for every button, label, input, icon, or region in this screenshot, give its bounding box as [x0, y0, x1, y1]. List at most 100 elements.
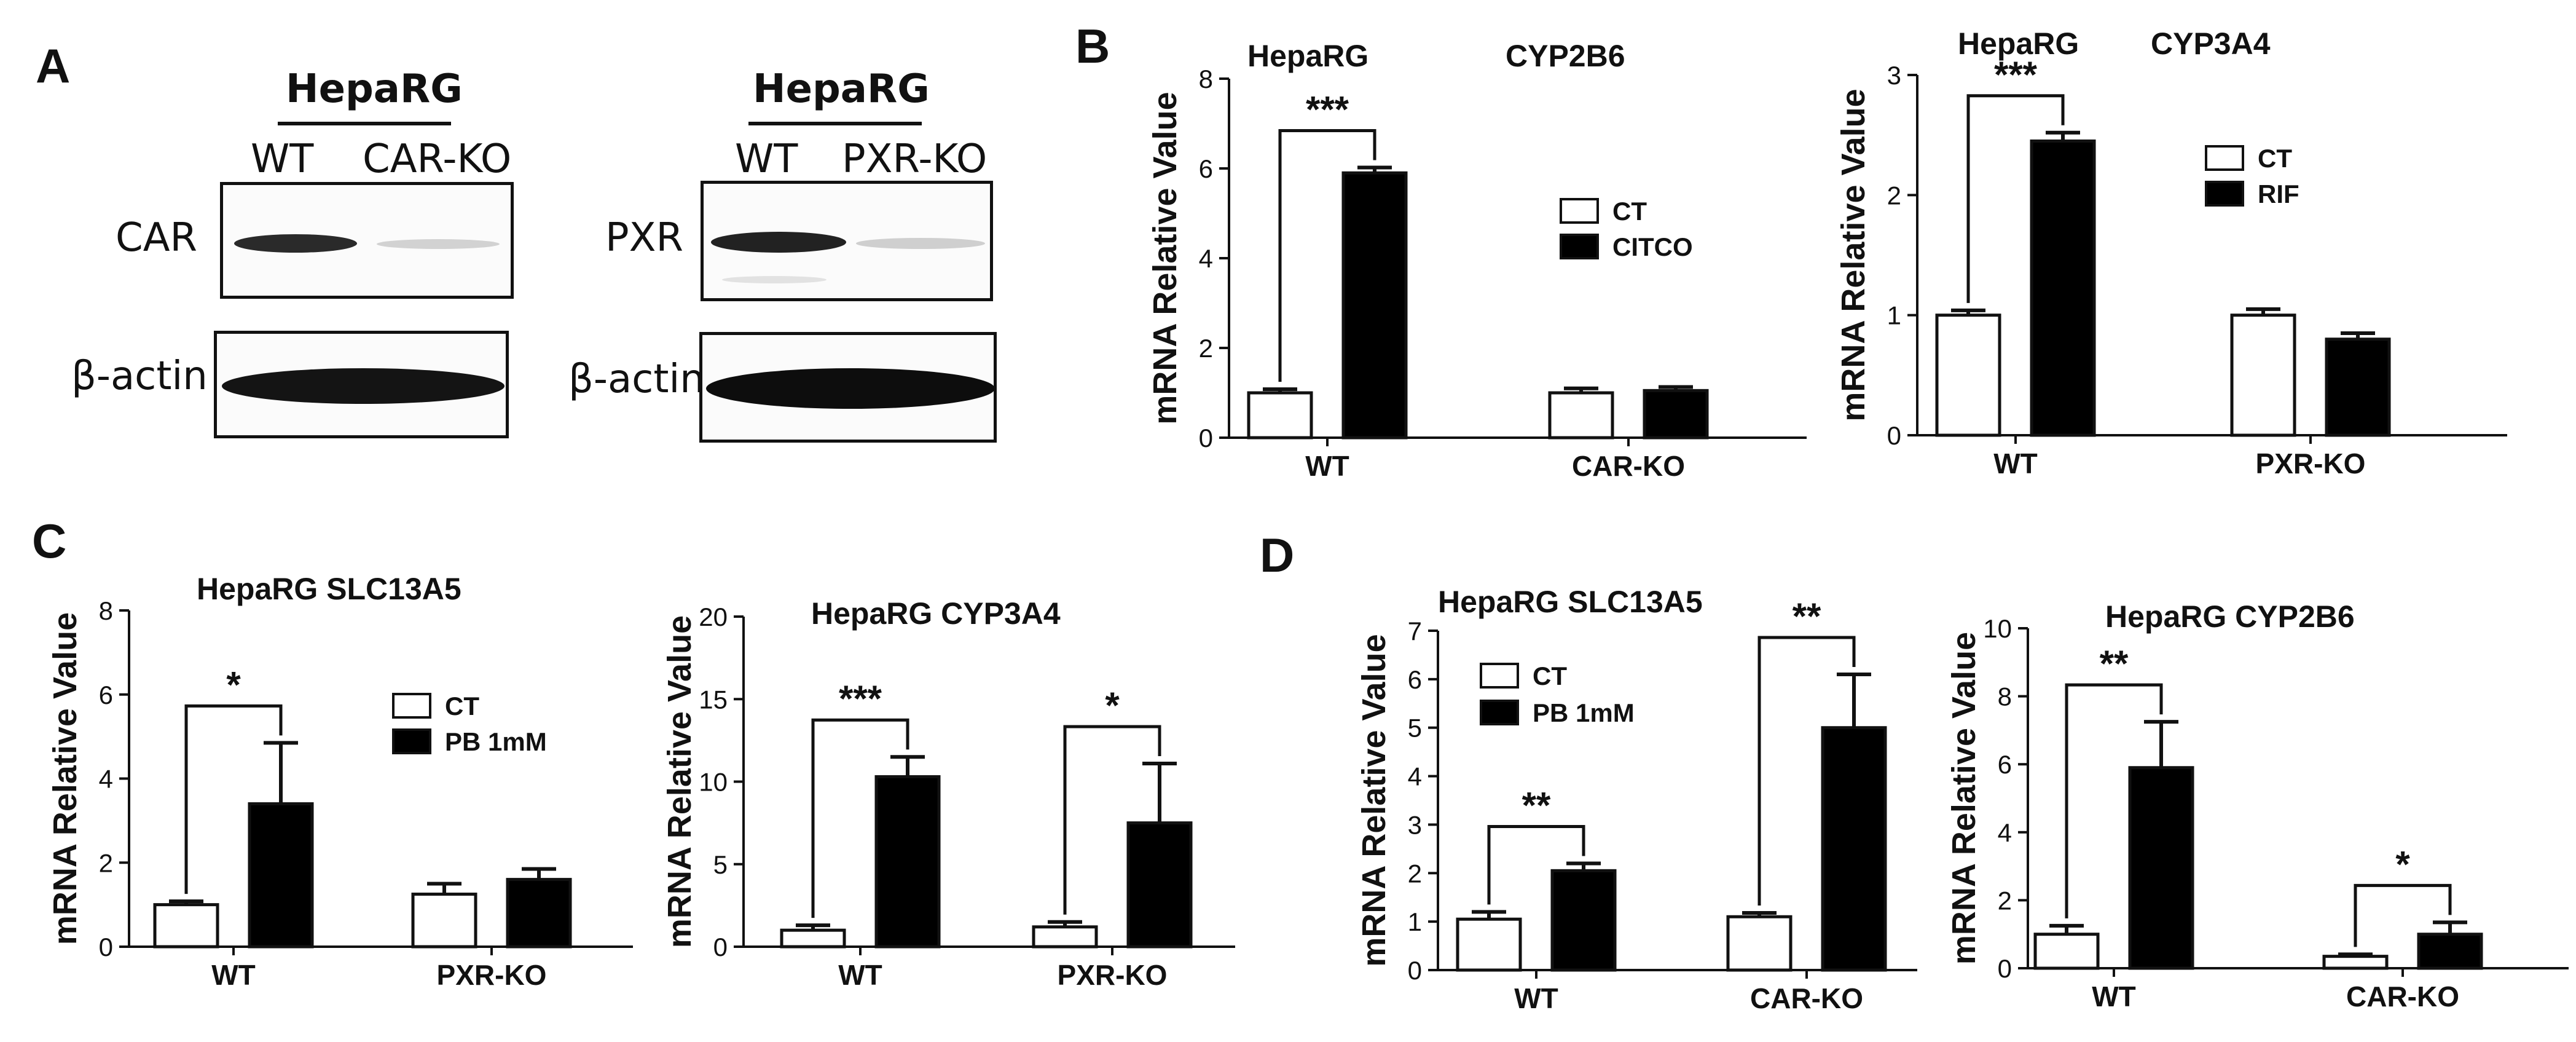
y-axis-label: mRNA Relative Value [1356, 634, 1392, 966]
legend-swatch [2205, 181, 2244, 207]
blot-membrane-target [220, 182, 514, 299]
y-axis-label: mRNA Relative Value [1835, 89, 1872, 421]
bar-chart-cyp3a4-rif: HepaRG CYP3A4 0 1 2 3 mRNA Relative Value WT PXR… [1835, 26, 2507, 480]
significance-label: * [2395, 843, 2410, 885]
legend-swatch [1560, 234, 1599, 259]
chart-title: HepaRG SLC13A5 [197, 572, 461, 606]
panel-letter-b: B [1075, 19, 1110, 73]
x-tick-label: WT [2092, 981, 2136, 1012]
bar [1548, 391, 1614, 440]
blot-band [711, 232, 846, 253]
blot-protein-label: PXR [605, 215, 683, 261]
y-axis-label: mRNA Relative Value [1147, 92, 1184, 424]
y-tick-label: 3 [1408, 810, 1422, 839]
blot-membrane-target [701, 181, 993, 301]
chart-title: CYP2B6 [1506, 39, 1625, 73]
bar [2417, 933, 2483, 970]
blot-band [222, 368, 505, 404]
blot-lane-label: WT [735, 136, 798, 182]
significance-bracket [1063, 725, 1161, 915]
bar [1643, 389, 1709, 440]
significance-bracket [2065, 683, 2163, 918]
y-tick-label: 0 [1998, 954, 2012, 983]
x-tick-label: PXR-KO [437, 959, 547, 991]
legend-label: CT [445, 692, 479, 720]
y-tick-label: 0 [1408, 956, 1422, 985]
legend-swatch [392, 728, 431, 754]
y-tick-label: 4 [1408, 762, 1422, 791]
legend-swatch [1480, 700, 1519, 725]
bar [780, 928, 846, 949]
legend-label: CT [1612, 197, 1647, 226]
blot-loading-label: β-actin [71, 353, 208, 399]
chart-title: CYP3A4 [2151, 26, 2271, 61]
bar [1032, 925, 1098, 949]
x-tick-label: PXR-KO [1058, 959, 1168, 991]
y-tick-label: 4 [1998, 818, 2012, 847]
legend-swatch [1480, 663, 1519, 689]
y-axis-label: mRNA Relative Value [1946, 632, 1982, 965]
blot-lane-label: CAR-KO [363, 136, 512, 182]
x-tick-label: WT [838, 959, 882, 991]
significance-label: *** [1994, 54, 2038, 95]
significance-bracket [811, 718, 909, 918]
bar [2325, 337, 2391, 437]
bar [1247, 391, 1313, 440]
blot-protein-label: CAR [116, 215, 197, 261]
bar [248, 802, 314, 949]
chart-title: HepaRG CYP3A4 [811, 596, 1061, 631]
bar [2322, 955, 2389, 970]
legend-label: PB 1mM [445, 727, 547, 756]
blot-loading-label: β-actin [568, 357, 705, 402]
y-tick-label: 5 [713, 850, 728, 879]
bar-chart-cyp2b6-citco: HepaRG CYP2B6 0 2 4 6 8 mRNA Relative Value WT CA… [1147, 39, 1807, 482]
significance-label: ** [2100, 643, 2129, 684]
significance-label: * [1105, 685, 1120, 726]
legend-swatch [392, 693, 431, 719]
y-tick-label: 7 [1408, 617, 1422, 645]
y-tick-label: 3 [1887, 61, 1901, 90]
y-axis-label: mRNA Relative Value [661, 615, 698, 948]
bar [1935, 314, 2001, 437]
chart-title: HepaRG SLC13A5 [1438, 585, 1703, 619]
y-tick-label: 8 [1199, 65, 1213, 93]
y-tick-label: 8 [99, 596, 113, 625]
blot-title: HepaRG [753, 66, 930, 112]
y-tick-label: 1 [1887, 301, 1901, 330]
panel-letter-d: D [1260, 528, 1295, 582]
bar [2230, 314, 2296, 437]
y-tick-label: 0 [1887, 421, 1901, 450]
blot-band [377, 239, 500, 249]
y-tick-label: 6 [99, 681, 113, 709]
y-tick-label: 0 [99, 933, 113, 961]
blot-lane-label: WT [251, 136, 314, 182]
bar [1341, 171, 1408, 440]
y-tick-label: 15 [699, 685, 728, 714]
blot-title-underline [278, 122, 451, 125]
significance-label: ** [1793, 596, 1821, 637]
blot-band [706, 368, 994, 409]
blot-band [234, 234, 357, 253]
bar [2030, 139, 2096, 437]
chart-title: HepaRG [1247, 39, 1368, 73]
bar [153, 903, 219, 949]
blot-membrane-loading [214, 331, 509, 438]
legend-label: PB 1mM [1533, 698, 1635, 727]
x-tick-label: WT [1993, 448, 2038, 480]
y-tick-label: 6 [1998, 750, 2012, 779]
x-tick-label: PXR-KO [2256, 448, 2366, 480]
legend-label: CITCO [1612, 232, 1693, 261]
y-tick-label: 4 [99, 765, 113, 794]
y-tick-label: 10 [1983, 614, 2012, 643]
bar [506, 878, 572, 949]
significance-bracket [1966, 94, 2065, 303]
blot-title-underline [748, 122, 922, 125]
significance-bracket [2354, 883, 2452, 947]
y-tick-label: 4 [1199, 244, 1213, 273]
bar [1550, 869, 1617, 972]
bar [874, 775, 941, 949]
panel-letter-c: C [32, 514, 67, 568]
x-tick-label: CAR-KO [1750, 982, 1863, 1014]
chart-title: HepaRG [1958, 26, 2079, 61]
